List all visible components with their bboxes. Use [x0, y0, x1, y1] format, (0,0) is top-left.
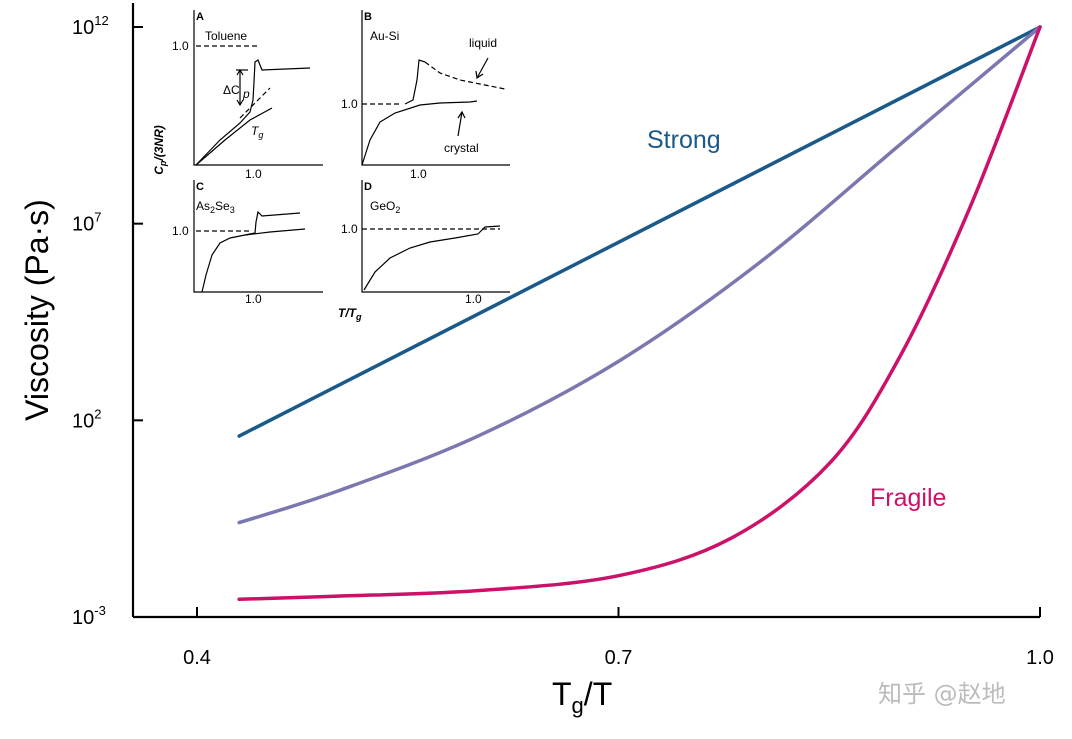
inset-panel-a: A Toluene 1.0 ΔC p Tg 1.0: [172, 10, 323, 181]
svg-text:Tg: Tg: [251, 124, 263, 140]
svg-text:1.0: 1.0: [172, 39, 189, 53]
label-fragile: Fragile: [870, 484, 946, 512]
y-tick-label: 107: [72, 210, 101, 236]
svg-text:1.0: 1.0: [410, 167, 427, 181]
series-layer: [237, 25, 1042, 602]
x-tick-label: 1.0: [1026, 647, 1054, 669]
svg-text:1.0: 1.0: [245, 167, 262, 181]
x-axis-ticks: 0.4 0.7 1.0: [183, 607, 1054, 669]
inset-panel-b: B Au-Si 1.0 liquid crystal 1.0: [341, 10, 510, 181]
y-axis-title: Viscosity (Pa·s): [19, 199, 55, 421]
inset-panel-d: D GeO2 1.0 1.0: [341, 180, 510, 306]
svg-text:B: B: [364, 11, 372, 23]
series-strong: [237, 25, 1042, 438]
y-axis-ticks: 10-3 102 107 1012: [72, 13, 143, 629]
x-tick-label: 0.4: [183, 647, 211, 669]
inset-x-label: T/Tg: [338, 306, 362, 322]
svg-text:As2Se3: As2Se3: [196, 199, 235, 215]
svg-text:Au-Si: Au-Si: [370, 29, 399, 43]
svg-text:p: p: [242, 87, 250, 101]
x-tick-label: 0.7: [605, 647, 633, 669]
svg-text:A: A: [196, 11, 204, 23]
y-tick-label: 10-3: [72, 603, 106, 629]
svg-text:1.0: 1.0: [245, 292, 262, 306]
y-tick-label: 102: [72, 406, 101, 432]
svg-text:Toluene: Toluene: [205, 29, 247, 43]
series-intermediate: [237, 25, 1042, 525]
svg-text:1.0: 1.0: [465, 292, 482, 306]
svg-text:crystal: crystal: [444, 141, 479, 155]
label-strong: Strong: [647, 126, 721, 154]
svg-text:D: D: [364, 181, 372, 193]
x-axis-title: Tg/T: [552, 676, 612, 718]
inset-y-label: Cp/(3NR): [152, 125, 168, 175]
heat-capacity-inset: Cp/(3NR) T/Tg A Toluene 1.0 ΔC p Tg 1.0 …: [152, 10, 510, 322]
svg-text:liquid: liquid: [469, 36, 497, 50]
svg-text:1.0: 1.0: [172, 224, 189, 238]
svg-text:1.0: 1.0: [341, 97, 358, 111]
svg-text:ΔC: ΔC: [223, 83, 240, 97]
watermark-text: 知乎 @赵地: [878, 680, 1006, 708]
svg-text:GeO2: GeO2: [370, 199, 400, 215]
series-fragile: [237, 25, 1042, 602]
svg-text:1.0: 1.0: [341, 222, 358, 236]
y-tick-label: 1012: [72, 13, 109, 39]
svg-text:C: C: [196, 181, 204, 193]
inset-panel-c: C As2Se3 1.0 1.0: [172, 180, 323, 306]
